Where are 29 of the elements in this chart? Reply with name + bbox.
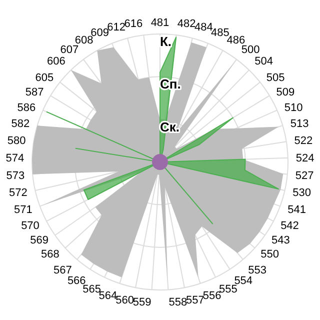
spoke-label: 541	[288, 204, 306, 216]
spoke-label: 556	[202, 290, 222, 302]
spoke-label: 573	[6, 170, 25, 182]
spoke-label: 612	[107, 21, 126, 34]
spoke-label: 522	[294, 135, 313, 148]
spoke-label: 513	[290, 118, 309, 130]
spoke-label: 572	[9, 187, 28, 200]
spoke-label: 542	[280, 220, 299, 232]
spoke-label: 574	[6, 152, 24, 165]
spoke-label: 580	[7, 135, 26, 148]
spoke-label: 582	[11, 118, 30, 130]
spoke-label: 484	[194, 21, 213, 34]
spoke-label: 559	[132, 296, 152, 309]
spoke-label: 510	[284, 102, 303, 114]
spoke-label: 571	[14, 204, 32, 216]
spoke-label: 485	[211, 26, 230, 39]
spoke-label: 481	[150, 17, 170, 29]
spoke-label: 560	[116, 294, 134, 306]
spoke-label: 558	[168, 296, 188, 309]
spoke-label: 527	[295, 170, 314, 182]
spoke-label: 482	[177, 18, 196, 30]
spoke-label: 586	[17, 102, 36, 114]
spoke-label: 565	[82, 283, 101, 296]
spoke-label: 555	[219, 283, 238, 296]
spoke-label: 524	[296, 152, 314, 165]
spoke-label: 530	[292, 187, 311, 200]
spoke-label: 616	[124, 18, 143, 30]
spoke-label: 564	[98, 290, 118, 302]
spoke-label: 557	[186, 294, 204, 306]
